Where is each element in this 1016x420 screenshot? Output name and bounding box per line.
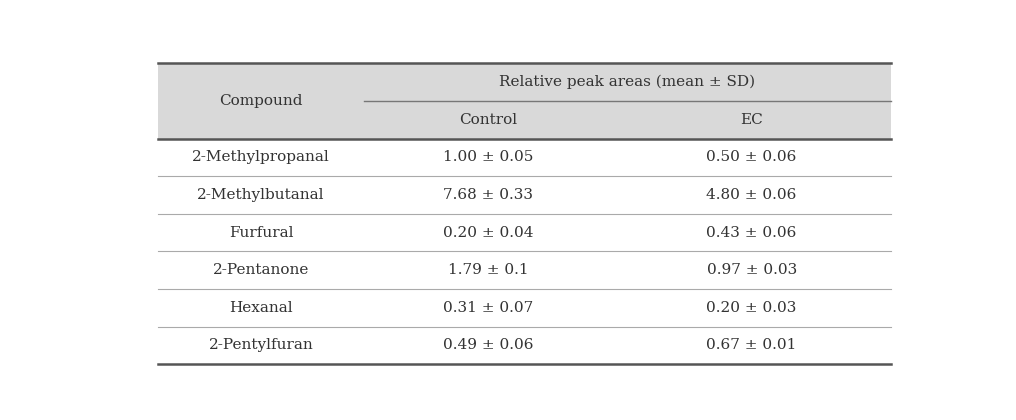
Text: 2-Methylbutanal: 2-Methylbutanal — [197, 188, 325, 202]
Text: EC: EC — [741, 113, 763, 127]
Text: 0.49 ± 0.06: 0.49 ± 0.06 — [443, 338, 533, 352]
Text: 0.20 ± 0.04: 0.20 ± 0.04 — [443, 226, 533, 239]
Text: 2-Pentanone: 2-Pentanone — [212, 263, 309, 277]
Text: 7.68 ± 0.33: 7.68 ± 0.33 — [443, 188, 533, 202]
Text: 2-Methylpropanal: 2-Methylpropanal — [192, 150, 330, 164]
Text: Control: Control — [459, 113, 517, 127]
Text: 0.43 ± 0.06: 0.43 ± 0.06 — [706, 226, 797, 239]
Text: 0.50 ± 0.06: 0.50 ± 0.06 — [706, 150, 797, 164]
Text: 0.97 ± 0.03: 0.97 ± 0.03 — [706, 263, 797, 277]
Text: 1.00 ± 0.05: 1.00 ± 0.05 — [443, 150, 533, 164]
Text: Furfural: Furfural — [229, 226, 294, 239]
Text: Compound: Compound — [219, 94, 303, 108]
Text: 0.67 ± 0.01: 0.67 ± 0.01 — [706, 338, 797, 352]
Text: 1.79 ± 0.1: 1.79 ± 0.1 — [448, 263, 528, 277]
Text: 0.31 ± 0.07: 0.31 ± 0.07 — [443, 301, 533, 315]
Text: 2-Pentylfuran: 2-Pentylfuran — [208, 338, 313, 352]
Text: Relative peak areas (mean ± SD): Relative peak areas (mean ± SD) — [499, 75, 755, 89]
Text: 0.20 ± 0.03: 0.20 ± 0.03 — [706, 301, 797, 315]
FancyBboxPatch shape — [158, 63, 891, 139]
Text: Hexanal: Hexanal — [230, 301, 293, 315]
Text: 4.80 ± 0.06: 4.80 ± 0.06 — [706, 188, 797, 202]
